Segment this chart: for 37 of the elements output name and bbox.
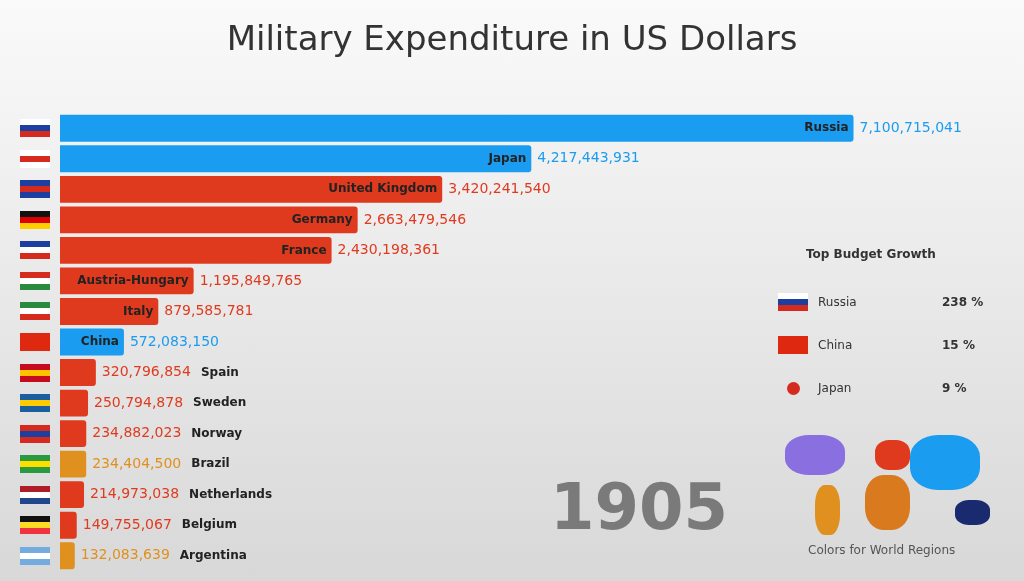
- data-label: 3,420,241,540: [448, 179, 551, 196]
- text: 15 %: [942, 338, 975, 352]
- data-label: 320,796,854: [101, 363, 192, 380]
- annotation: Top Budget Growth: [806, 247, 936, 261]
- annotation: Japan: [818, 381, 852, 395]
- data-label: 572,083,150: [129, 332, 220, 349]
- data-label: 2,430,198,361: [337, 241, 441, 258]
- y-tick-label: Norway: [191, 425, 243, 440]
- data-label: 214,973,038: [90, 485, 180, 502]
- data-label: 7,100,715,041: [859, 118, 962, 135]
- data-label: 250,794,878: [94, 393, 184, 410]
- annotation: China: [818, 338, 853, 352]
- y-tick-label: Sweden: [193, 395, 247, 410]
- data-label: 4,217,443,931: [537, 149, 640, 166]
- data-label: 234,882,023: [92, 424, 182, 441]
- y-tick-label: United Kingdom: [328, 181, 438, 196]
- y-tick-label: Netherlands: [189, 486, 273, 501]
- y-tick-label: Spain: [200, 364, 239, 379]
- chart-title: Military Expenditure in US Dollars: [225, 18, 799, 58]
- y-tick-label: Brazil: [191, 456, 230, 471]
- data-label: 132,083,639: [80, 546, 170, 563]
- y-tick-label: France: [281, 242, 327, 257]
- data-label: 1,195,849,765: [199, 271, 303, 288]
- y-tick-label: Austria-Hungary: [77, 273, 189, 288]
- y-tick-label: Belgium: [181, 517, 237, 532]
- y-tick-label: Italy: [123, 303, 154, 318]
- data-label: 2,663,479,546: [363, 210, 467, 227]
- y-tick-label: Argentina: [179, 547, 247, 562]
- data-label: 149,755,067: [82, 515, 172, 532]
- data-label: 234,404,500: [92, 454, 182, 471]
- annotation: 1905: [550, 470, 729, 544]
- annotation: Colors for World Regions: [808, 543, 956, 557]
- y-tick-label: Germany: [291, 211, 353, 226]
- text: 238 %: [942, 295, 984, 309]
- annotation: Russia: [818, 295, 857, 309]
- text: 9 %: [942, 381, 967, 395]
- data-label: 879,585,781: [164, 302, 254, 319]
